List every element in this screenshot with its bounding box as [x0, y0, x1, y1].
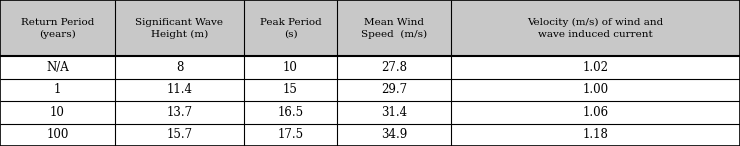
Bar	[0, 79, 115, 101]
Text: 11.4: 11.4	[166, 83, 192, 96]
Bar	[451, 101, 740, 124]
Text: 16.5: 16.5	[278, 106, 303, 119]
Bar	[244, 101, 337, 124]
Text: 17.5: 17.5	[278, 128, 303, 141]
Text: Mean Wind
Speed  (m/s): Mean Wind Speed (m/s)	[361, 18, 427, 39]
Bar	[244, 79, 337, 101]
Text: 15.7: 15.7	[166, 128, 192, 141]
Bar	[115, 124, 244, 146]
Bar	[451, 124, 740, 146]
Text: 31.4: 31.4	[381, 106, 407, 119]
Bar	[244, 56, 337, 79]
Bar	[0, 124, 115, 146]
Bar	[337, 56, 451, 79]
Bar	[337, 124, 451, 146]
Text: 29.7: 29.7	[381, 83, 407, 96]
Bar	[244, 0, 337, 56]
Text: 10: 10	[50, 106, 65, 119]
Bar	[451, 79, 740, 101]
Bar	[0, 56, 115, 79]
Bar	[0, 101, 115, 124]
Bar	[115, 79, 244, 101]
Text: 15: 15	[283, 83, 298, 96]
Text: 1.06: 1.06	[582, 106, 609, 119]
Bar	[115, 0, 244, 56]
Text: N/A: N/A	[46, 61, 69, 74]
Text: 1: 1	[54, 83, 61, 96]
Bar	[115, 56, 244, 79]
Bar	[451, 56, 740, 79]
Text: 1.00: 1.00	[582, 83, 609, 96]
Bar	[337, 0, 451, 56]
Text: 100: 100	[46, 128, 69, 141]
Bar	[451, 0, 740, 56]
Bar	[337, 79, 451, 101]
Bar	[0, 0, 115, 56]
Text: 10: 10	[283, 61, 298, 74]
Text: 8: 8	[176, 61, 183, 74]
Text: 1.02: 1.02	[582, 61, 609, 74]
Text: 1.18: 1.18	[583, 128, 608, 141]
Bar	[115, 101, 244, 124]
Text: Velocity (m/s) of wind and
wave induced current: Velocity (m/s) of wind and wave induced …	[528, 18, 664, 39]
Bar	[337, 101, 451, 124]
Text: 27.8: 27.8	[381, 61, 407, 74]
Text: Significant Wave
Height (m): Significant Wave Height (m)	[135, 18, 223, 39]
Text: Return Period
(years): Return Period (years)	[21, 18, 94, 39]
Text: Peak Period
(s): Peak Period (s)	[260, 18, 321, 39]
Bar	[244, 124, 337, 146]
Text: 34.9: 34.9	[381, 128, 407, 141]
Text: 13.7: 13.7	[166, 106, 192, 119]
